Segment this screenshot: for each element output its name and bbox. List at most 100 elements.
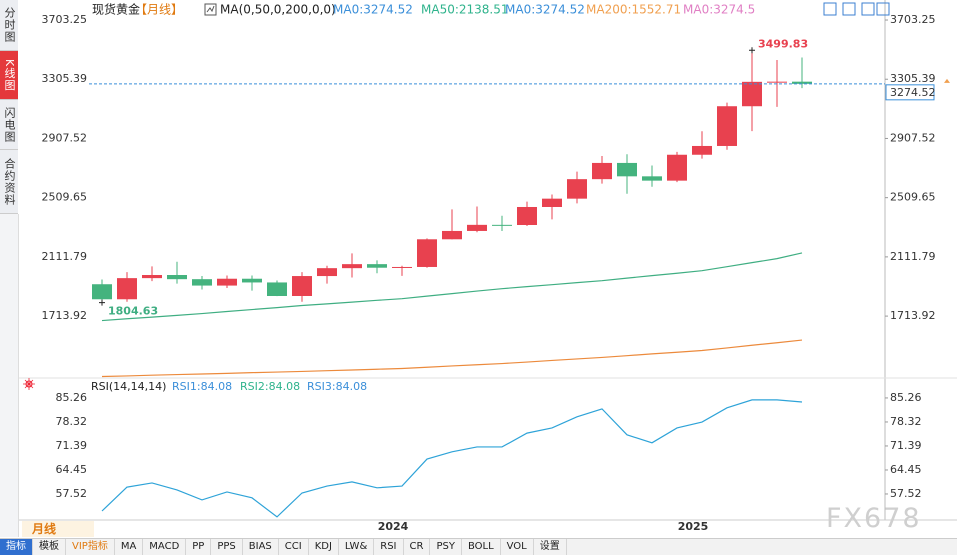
bottom-tab[interactable]: KDJ — [309, 539, 339, 555]
bottom-tab[interactable]: RSI — [374, 539, 404, 555]
bottom-tab[interactable]: PSY — [430, 539, 462, 555]
indicator-label: RSI1:84.08 — [172, 380, 232, 393]
candle-body — [642, 176, 662, 181]
candle-body — [242, 278, 262, 283]
candle-body — [417, 239, 437, 267]
indicator-label: RSI3:84.08 — [307, 380, 367, 393]
ma-line — [101, 252, 803, 322]
indicator-label: MA0:3274.5 — [683, 3, 755, 17]
last-price-box — [885, 84, 935, 101]
candle-body — [92, 284, 112, 300]
tab-contract[interactable]: 合约资料 — [0, 150, 18, 214]
candle-body — [592, 162, 612, 180]
rsi-tick-label-right: 57.52 — [890, 487, 922, 500]
candle-body — [567, 179, 587, 199]
watermark: FX678 — [826, 503, 922, 534]
toolbar-icons[interactable] — [823, 2, 890, 16]
candle-body — [492, 224, 512, 226]
bottom-tabs: 指标 模板 VIP指标 MA MACD PP PPS BIAS CCI KDJ LW& RSI CR PS… — [0, 538, 957, 555]
bottom-tab[interactable]: BIAS — [243, 539, 279, 555]
last-price-label: 3274.52 — [890, 86, 936, 99]
candle-body — [767, 81, 787, 83]
candle-body — [717, 106, 737, 146]
candle-body — [667, 154, 687, 181]
bottom-tab[interactable]: 设置 — [534, 539, 567, 555]
candle-body — [192, 279, 212, 286]
sidebar-fill — [0, 214, 19, 537]
chart-title: 现货黄金 — [92, 2, 140, 17]
y2-tick-label: 1713.92 — [890, 309, 936, 322]
rsi-tick-label-right: 64.45 — [890, 463, 922, 476]
rsi-icon[interactable] — [23, 378, 35, 390]
rsi-tick-label: 64.45 — [56, 463, 88, 476]
low-marker — [99, 299, 105, 306]
y-tick-label: 2111.79 — [42, 250, 88, 263]
chart: 现货黄金 【月线】 MA(0,50,0,200,0,0) RSI(14,14,1… — [18, 0, 957, 533]
ma-line — [101, 339, 803, 378]
rsi-tick-label: 71.39 — [56, 439, 88, 452]
y2-tick-label: 2509.65 — [890, 191, 936, 204]
candle-body — [342, 264, 362, 269]
rsi-line — [101, 399, 803, 518]
tab-flash[interactable]: 闪电图 — [0, 100, 18, 150]
candle-body — [367, 264, 387, 268]
rsi-tick-label-right: 71.39 — [890, 439, 922, 452]
y2-tick-label: 2111.79 — [890, 250, 936, 263]
settings-icon[interactable] — [204, 3, 217, 16]
rsi-title: RSI(14,14,14) — [91, 380, 166, 393]
low-label: 1804.63 — [108, 305, 158, 318]
candle-body — [692, 145, 712, 155]
indicator-label: MA0:3274.52 — [505, 3, 585, 17]
indicator-label: MA50:2138.51 — [421, 3, 509, 17]
up-arrow — [944, 78, 950, 83]
tab-fenshi[interactable]: 分时图 — [0, 0, 18, 51]
bottom-tab[interactable]: VIP指标 — [66, 539, 115, 555]
y-tick-label: 1713.92 — [42, 309, 88, 322]
candle-body — [217, 278, 237, 286]
bottom-tab[interactable]: 模板 — [33, 539, 66, 555]
candle-body — [267, 282, 287, 296]
rsi-tick-label: 78.32 — [56, 415, 88, 428]
bottom-tab[interactable]: 指标 — [0, 539, 33, 555]
candle-body — [742, 81, 762, 107]
indicator-label: MA0:3274.52 — [333, 3, 413, 17]
high-marker — [749, 47, 755, 54]
candle-body — [292, 276, 312, 296]
bottom-tab[interactable]: MACD — [143, 539, 187, 555]
y-tick-label: 2907.52 — [42, 131, 88, 144]
candle-body — [392, 266, 412, 268]
tab-kline[interactable]: K线图 — [0, 51, 18, 100]
rsi-tick-label-right: 78.32 — [890, 415, 922, 428]
bottom-tab[interactable]: MA — [115, 539, 144, 555]
rsi-tick-label: 85.26 — [56, 391, 88, 404]
y2-tick-label: 3703.25 — [890, 13, 936, 26]
y-tick-label: 2509.65 — [42, 191, 88, 204]
candle-body — [792, 81, 812, 84]
bottom-tab[interactable]: BOLL — [462, 539, 501, 555]
high-label: 3499.83 — [758, 37, 808, 50]
period-label[interactable]: 月线 — [22, 521, 94, 537]
period: 【月线】 — [135, 3, 183, 17]
indicator-label: RSI2:84.08 — [240, 380, 300, 393]
y-tick-label: 3305.39 — [42, 72, 88, 85]
bottom-tab[interactable]: PP — [186, 539, 212, 555]
bottom-tab[interactable]: PPS — [211, 539, 243, 555]
y-tick-label: 3703.25 — [42, 13, 88, 26]
candle-body — [167, 275, 187, 280]
ma-params: MA(0,50,0,200,0,0) — [220, 3, 336, 17]
y2-tick-label: 2907.52 — [890, 131, 936, 144]
bottom-tab[interactable]: LW& — [339, 539, 375, 555]
bottom-tab[interactable]: CCI — [279, 539, 309, 555]
x-tick-label: 2024 — [378, 520, 409, 533]
candle-body — [317, 268, 337, 277]
bottom-tab[interactable]: VOL — [501, 539, 534, 555]
rsi-tick-label-right: 85.26 — [890, 391, 922, 404]
candle-body — [517, 206, 537, 225]
candle-body — [117, 278, 137, 300]
candle-body — [617, 162, 637, 177]
candle-body — [442, 230, 462, 240]
rsi-tick-label: 57.52 — [56, 487, 88, 500]
bottom-tab[interactable]: CR — [404, 539, 431, 555]
candle-body — [542, 198, 562, 207]
